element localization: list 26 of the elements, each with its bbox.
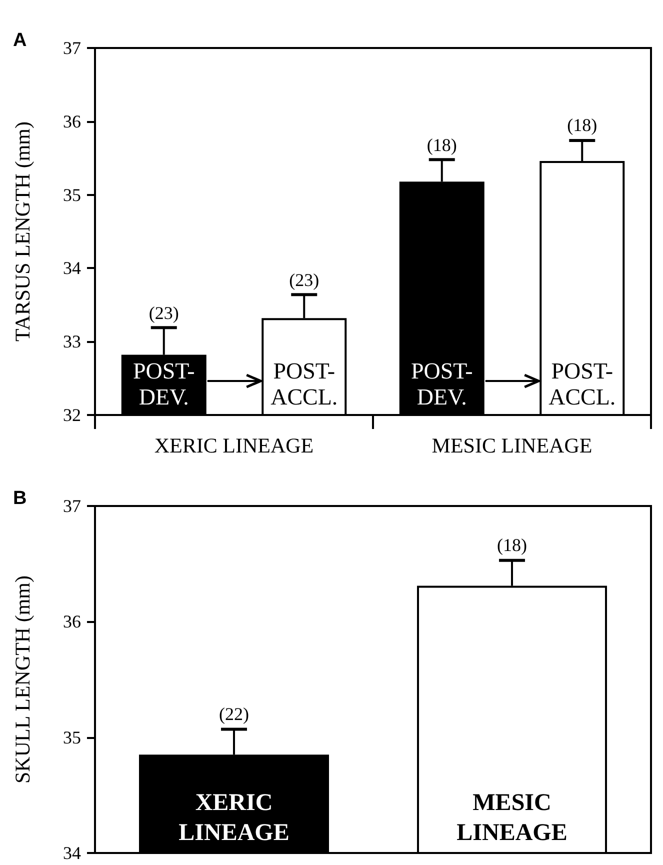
- annotation: (22): [219, 704, 249, 726]
- text: POST-ACCL.: [548, 358, 616, 410]
- annotation: (23): [289, 270, 320, 291]
- category-label: MESIC LINEAGE: [456, 790, 568, 846]
- y-tick-label: 33: [63, 332, 81, 352]
- annotation: (18): [567, 115, 598, 136]
- chart-title: A: [13, 30, 27, 51]
- y-tick-label: 36: [63, 111, 81, 132]
- y-axis-title: TARSUS LENGTH (mm): [10, 122, 34, 342]
- chart-title: B: [13, 488, 27, 509]
- y-tick-label: 37: [63, 38, 81, 58]
- y-tick-label: 35: [63, 727, 81, 748]
- legend-label: POST-ACCL.: [270, 358, 338, 410]
- y-tick-label: 36: [63, 612, 81, 632]
- series-label: POST-DEV.: [132, 358, 195, 410]
- y-tick-label: 32: [63, 405, 81, 425]
- y-axis-title: SKULL LENGTH (mm): [10, 575, 34, 784]
- annotation: (23): [148, 302, 179, 324]
- annotation: (18): [497, 535, 527, 556]
- y-tick-label: 35: [63, 184, 81, 205]
- y-tick-label: 37: [63, 496, 81, 516]
- text: POST-DEV.: [410, 358, 473, 410]
- category-label: XERIC LINEAGE: [178, 790, 290, 846]
- y-tick-label: 34: [63, 258, 81, 278]
- annotation: (18): [426, 134, 457, 156]
- y-tick-label: 34: [63, 843, 81, 863]
